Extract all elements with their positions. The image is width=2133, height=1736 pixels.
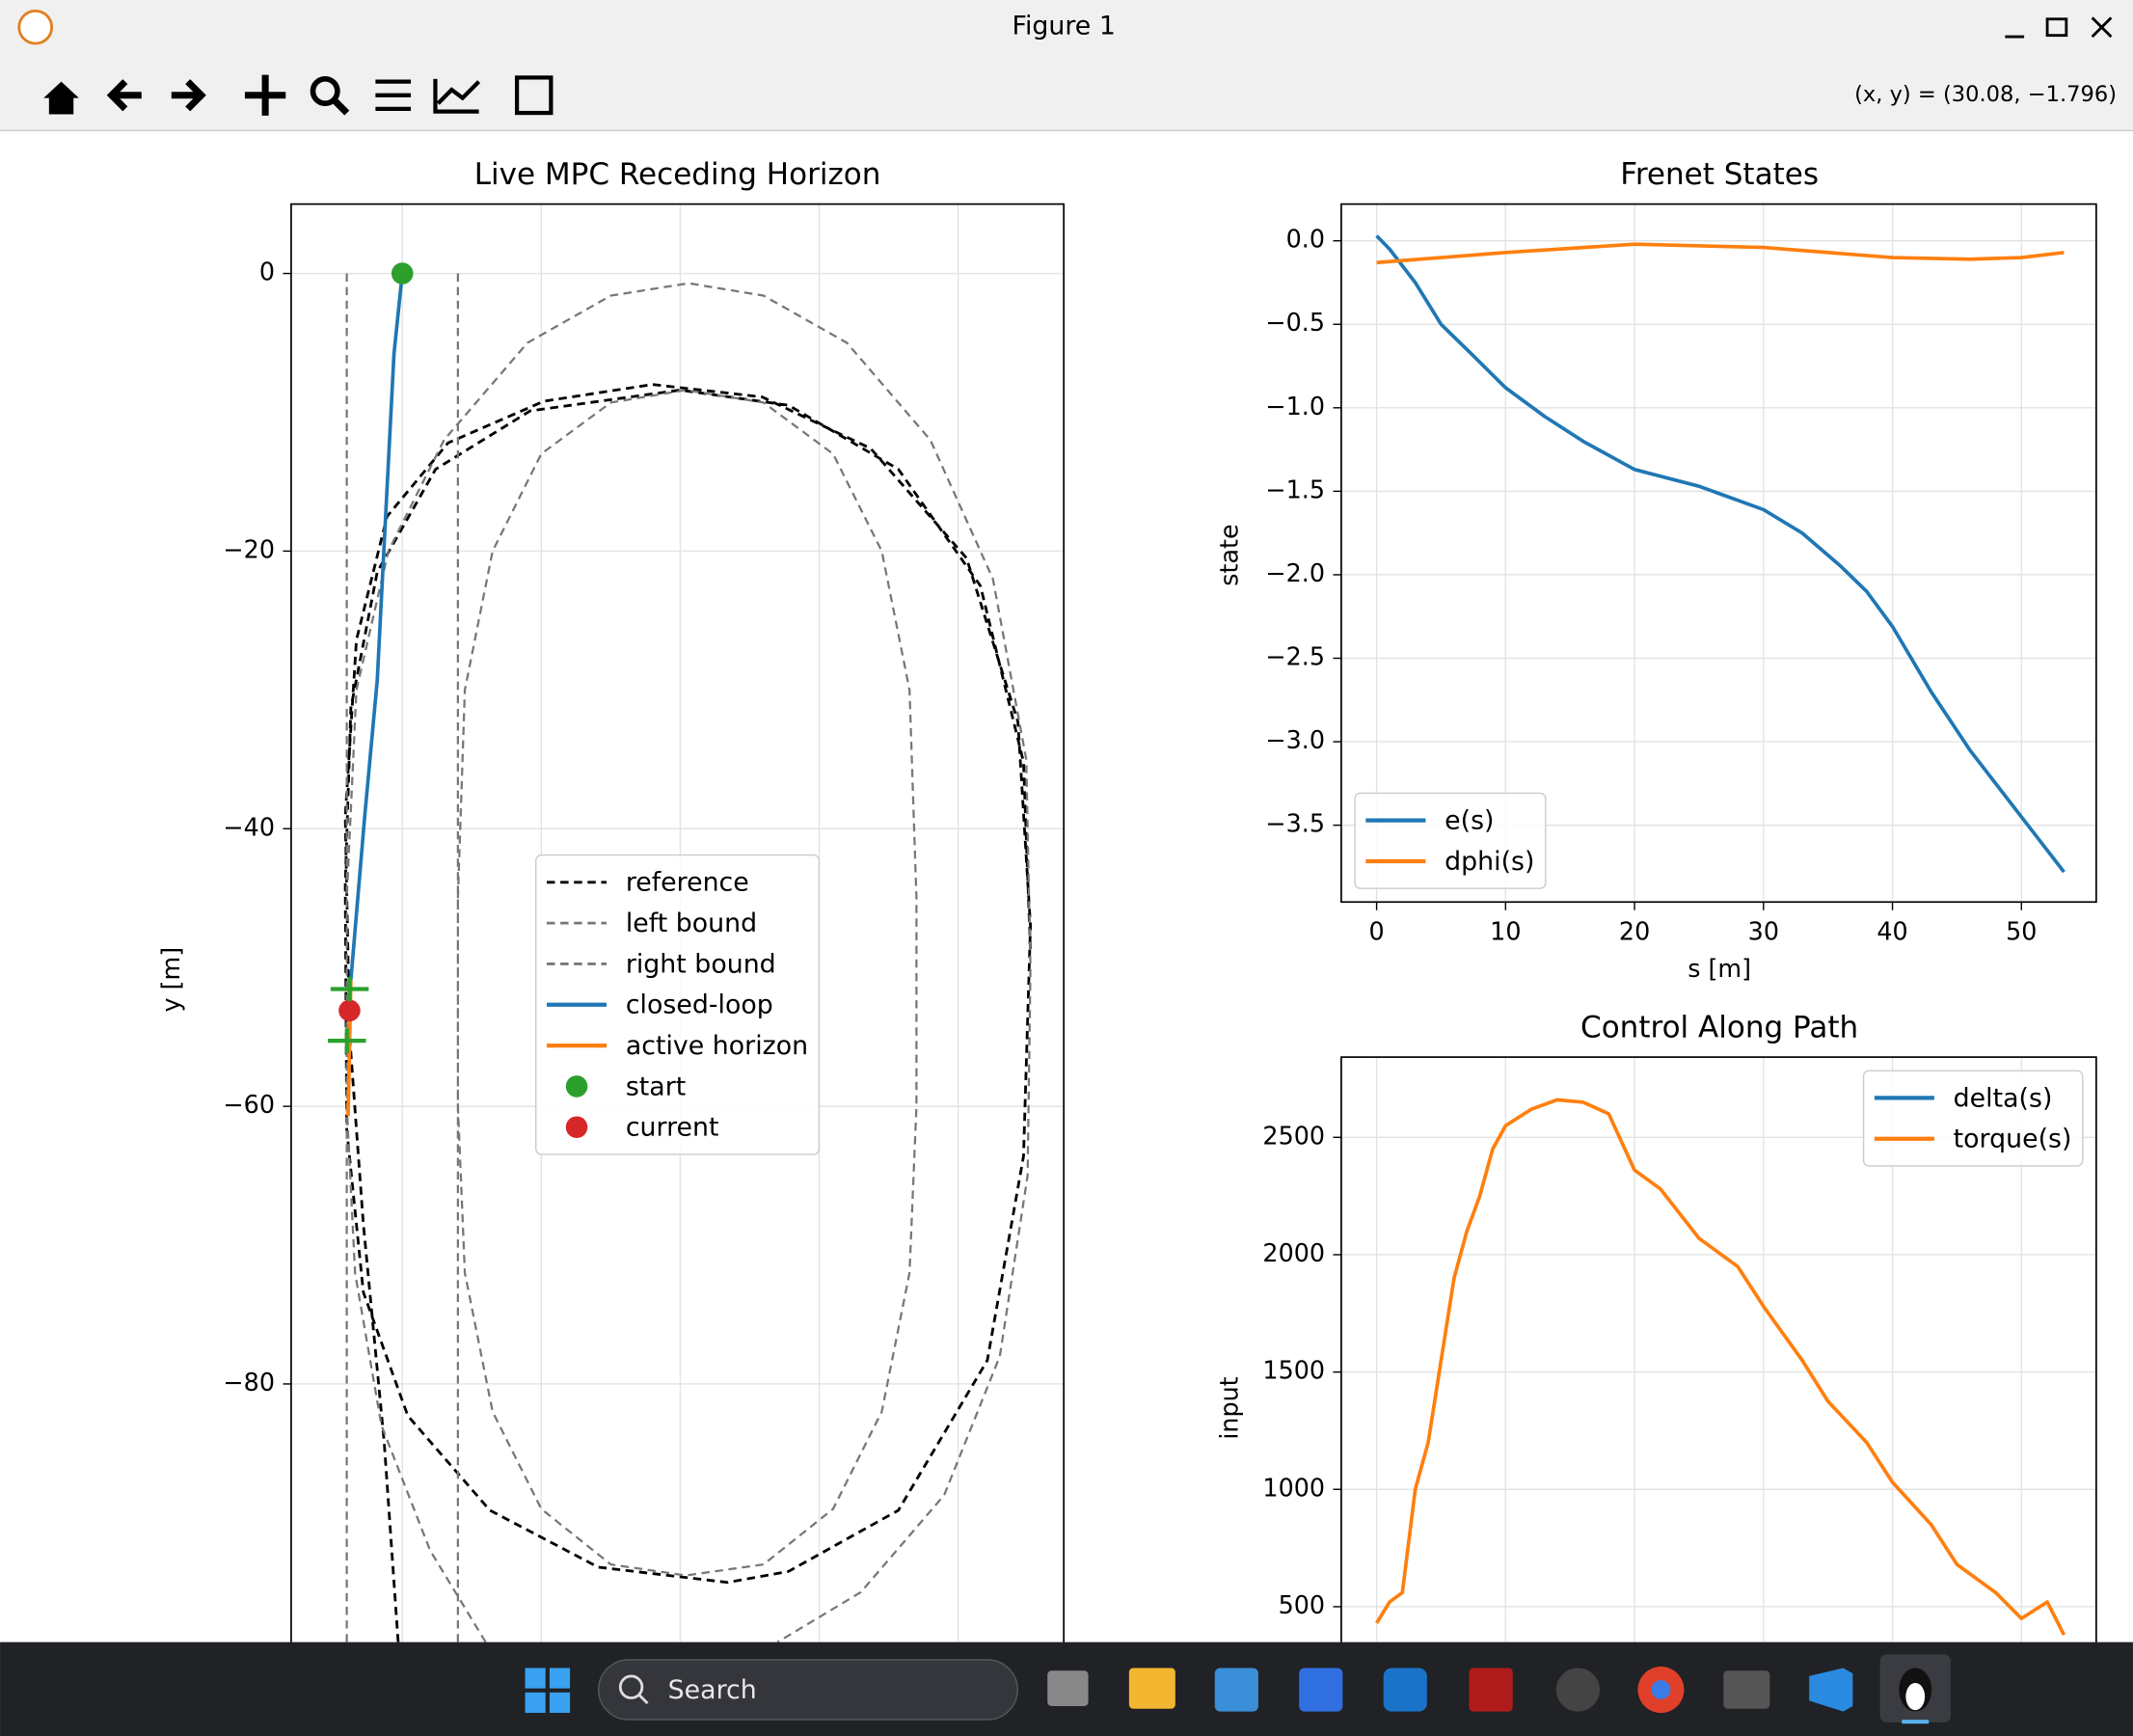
legend-label: dphi(s)	[1444, 847, 1534, 877]
chart: 0 10 20 30 40 50 0.0 −0.5 −1.0 −1.5 −2.0 −2.5 −3.0 −3…	[1215, 157, 2097, 983]
pan-button[interactable]	[244, 74, 286, 116]
legend-label: torque(s)	[1954, 1125, 2072, 1154]
y-axis-label: state	[1215, 524, 1244, 585]
search-box[interactable]	[598, 1659, 1018, 1721]
close-button[interactable]	[2091, 16, 2113, 39]
marker	[338, 999, 361, 1022]
y-tick-label: 2000	[1262, 1238, 1325, 1267]
y-tick-label: 1000	[1262, 1473, 1325, 1502]
vehicle	[328, 976, 369, 1053]
cursor-status: (x, y) = (30.08, −1.796)	[1854, 82, 2117, 107]
y-axis-label: input	[1215, 1376, 1244, 1439]
chart: 0 −20 −40 −60 −80 Live MPC Receding Horizon y …	[156, 157, 1066, 1689]
x-tick-label: 10	[1490, 917, 1521, 946]
legend-label: active horizon	[626, 1031, 808, 1061]
legend-box	[535, 854, 821, 1155]
x-tick-label: 20	[1619, 917, 1650, 946]
taskbar-apps[interactable]	[1047, 1654, 1951, 1724]
legend-box	[1354, 792, 1547, 889]
y-tick-label: −0.5	[1265, 308, 1325, 337]
chart: 500 1000 1500 2000 2500 Control Along Path inp…	[1215, 1010, 2097, 1689]
y-tick-label: −2.0	[1265, 558, 1325, 587]
x-tick-label: 40	[1876, 917, 1907, 946]
marker	[391, 262, 414, 285]
series-line	[1376, 242, 2065, 265]
y-tick-label: 2500	[1262, 1121, 1325, 1150]
legend-label: start	[626, 1071, 686, 1101]
legend-marker	[565, 1116, 588, 1139]
axes-button[interactable]	[433, 78, 481, 114]
configure-button[interactable]	[375, 79, 412, 111]
window-title: Figure 1	[1012, 12, 1115, 41]
series-line	[456, 273, 918, 1642]
x-tick-label: 50	[2006, 917, 2037, 946]
y-tick-label: −60	[223, 1090, 275, 1119]
y-tick-label: 0.0	[1286, 225, 1325, 254]
y-tick-label: 0	[259, 258, 275, 286]
maximize-button[interactable]	[2045, 17, 2068, 38]
y-tick-label: −1.0	[1265, 392, 1325, 420]
chart-title: Live MPC Receding Horizon	[474, 157, 881, 192]
y-tick-label: −80	[223, 1368, 275, 1397]
legend-label: current	[626, 1113, 719, 1143]
y-tick-label: −40	[223, 812, 275, 841]
series-line	[1375, 234, 2066, 874]
legend: reference left bound right bound closed-loo…	[535, 854, 821, 1155]
series-line	[1375, 1098, 2066, 1637]
window-chrome	[0, 0, 2133, 131]
home-button[interactable]	[43, 81, 79, 115]
series-line	[349, 273, 404, 981]
y-axis-label: y [m]	[156, 947, 185, 1013]
search-text: Search	[668, 1675, 757, 1705]
y-tick-label: −20	[223, 534, 275, 563]
plot-area	[1340, 203, 2096, 903]
zoom-button[interactable]	[310, 75, 340, 107]
legend-label: closed-loop	[626, 990, 773, 1020]
figure: 0 −20 −40 −60 −80 Live MPC Receding Horizon y …	[156, 157, 2097, 1689]
legend-label: left bound	[626, 909, 757, 938]
x-axis-label: s [m]	[1688, 954, 1751, 983]
legend-label: reference	[626, 868, 749, 898]
series-line	[345, 273, 1032, 1642]
start-button[interactable]	[525, 1668, 571, 1714]
x-tick-label: 0	[1369, 917, 1385, 946]
x-tick-label: 30	[1748, 917, 1779, 946]
legend: delta(s) torque(s)	[1862, 1070, 2084, 1167]
back-button[interactable]	[106, 79, 142, 112]
series-line	[343, 383, 1033, 1642]
y-tick-label: 500	[1279, 1590, 1325, 1619]
chart-title: Frenet States	[1620, 157, 1819, 192]
legend: e(s) dphi(s)	[1354, 792, 1547, 889]
forward-button[interactable]	[171, 79, 206, 112]
y-tick-label: −3.0	[1265, 725, 1325, 754]
legend-label: delta(s)	[1954, 1083, 2053, 1113]
legend-label: right bound	[626, 949, 776, 979]
y-tick-label: −2.5	[1265, 642, 1325, 671]
app-icon	[17, 9, 54, 45]
save-button[interactable]	[514, 75, 554, 116]
y-tick-label: 1500	[1262, 1356, 1325, 1385]
y-tick-label: −1.5	[1265, 475, 1325, 503]
y-tick-label: −3.5	[1265, 809, 1325, 838]
legend-marker	[565, 1075, 588, 1098]
legend-box	[1862, 1070, 2084, 1167]
axes-frame	[1340, 203, 2097, 904]
chart-title: Control Along Path	[1580, 1010, 1858, 1044]
legend-label: e(s)	[1444, 806, 1494, 836]
